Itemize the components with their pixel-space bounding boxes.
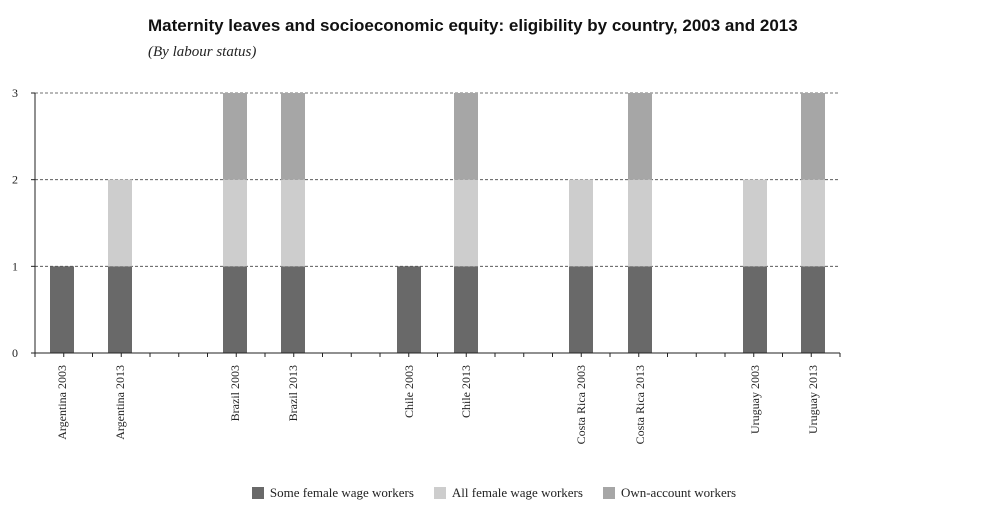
bar-segment: [223, 93, 247, 180]
x-tick-label: Brazil 2013: [286, 365, 300, 421]
bar-segment: [569, 179, 593, 267]
bar-segment: [743, 266, 767, 353]
bar-segment: [743, 179, 767, 267]
legend-item: Own-account workers: [602, 485, 737, 501]
tick-labels: 0 1 2 3 Argentina 2003 Argentina 2013 Brazil 2…: [12, 86, 820, 444]
bar-segment: [628, 179, 652, 267]
bar-segment: [281, 266, 305, 353]
chart-subtitle: (By labour status): [148, 44, 257, 60]
x-tick-label: Argentina 2013: [113, 365, 127, 440]
chart-title: Maternity leaves and socioeconomic equit…: [148, 16, 798, 35]
legend-label: Own-account workers: [620, 485, 737, 500]
x-tick-label: Chile 2013: [459, 365, 473, 418]
bar-segment: [801, 93, 825, 180]
grid-lines: [35, 92, 840, 267]
bar-segment: [108, 179, 132, 267]
bar-segment: [801, 266, 825, 353]
x-tick-label: Costa Rica 2013: [633, 365, 647, 444]
axes: [31, 92, 841, 357]
legend-item: All female wage workers: [433, 485, 583, 501]
bar-segment: [801, 179, 825, 267]
x-tick-label: Brazil 2003: [228, 365, 242, 421]
bar-segment: [397, 266, 421, 353]
legend-item: Some female wage workers: [251, 485, 414, 501]
x-tick-label: Uruguay 2003: [748, 365, 762, 434]
bar-segment: [108, 266, 132, 353]
x-tick-label: Chile 2003: [402, 365, 416, 418]
bar-segment: [628, 266, 652, 353]
bar-segment: [454, 179, 478, 267]
bar-segment: [50, 266, 74, 353]
legend-label: Some female wage workers: [269, 485, 414, 500]
y-tick-label: 0: [12, 346, 18, 360]
legend-swatch: [433, 487, 446, 499]
bar-segment: [223, 266, 247, 353]
bar-segment: [454, 93, 478, 180]
x-tick-label: Argentina 2003: [55, 365, 69, 440]
x-tick-label: Costa Rica 2003: [574, 365, 588, 444]
x-tick-label: Uruguay 2013: [806, 365, 820, 434]
legend-swatch: [602, 487, 615, 499]
y-tick-label: 3: [12, 86, 18, 100]
legend: Some female wage workers All female wage …: [0, 485, 988, 501]
bar-segment: [628, 93, 652, 180]
bars: [50, 93, 825, 353]
stacked-bar-chart: 0 1 2 3 Argentina 2003 Argentina 2013 Brazil 2…: [12, 86, 841, 444]
y-tick-label: 2: [12, 173, 18, 187]
bar-segment: [223, 179, 247, 267]
bar-segment: [454, 266, 478, 353]
legend-swatch: [251, 487, 264, 499]
bar-segment: [281, 179, 305, 267]
legend-label: All female wage workers: [451, 485, 583, 500]
bar-segment: [281, 93, 305, 180]
bar-segment: [569, 266, 593, 353]
y-tick-label: 1: [12, 259, 18, 273]
